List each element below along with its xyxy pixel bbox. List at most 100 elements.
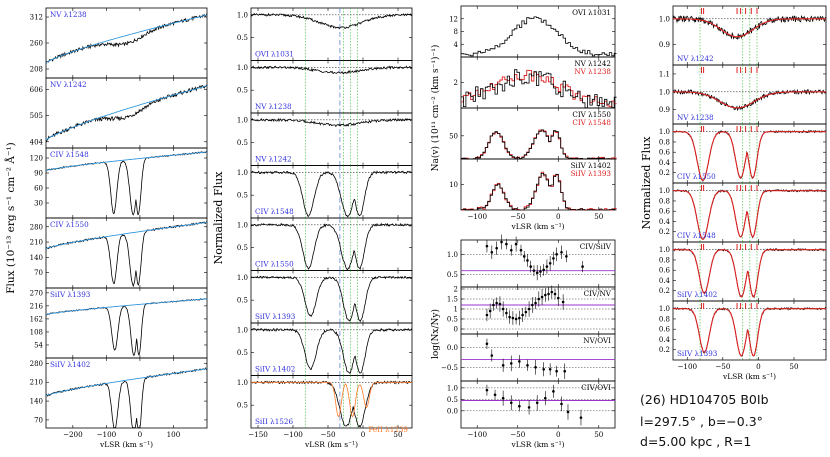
x-tick-label: 100 xyxy=(167,430,181,439)
fit-model xyxy=(673,249,826,298)
y-tick-label: 0.5 xyxy=(447,396,458,404)
panel-label: CIV/SiIV xyxy=(580,242,612,251)
panel-label-secondary: FeII λ1239 xyxy=(368,425,408,434)
y-tick-label: 505 xyxy=(30,112,43,120)
y-tick-label: 140 xyxy=(30,254,43,262)
normflux-panel-0: 0.5 1.0 OVI λ1031 xyxy=(237,7,413,61)
ratio-point xyxy=(547,292,550,296)
y-tick-label: 0.5 xyxy=(237,244,248,252)
x-tick-label: 0 xyxy=(556,212,561,221)
y-tick-label: 270 xyxy=(30,289,43,297)
continuum-fit xyxy=(45,221,208,250)
y-tick-label: 1.0 xyxy=(659,305,670,313)
y-tick-label: 1.0 xyxy=(237,64,248,72)
object-distance: d=5.00 kpc , R=1 xyxy=(640,434,752,449)
y-tick-label: 8 xyxy=(454,28,458,36)
flux-spectrum xyxy=(45,221,208,288)
panel-label: NV/OVI xyxy=(583,336,611,345)
x-tick-label: −50 xyxy=(320,430,336,439)
panel-label: SiIV λ1393 xyxy=(255,312,296,321)
ratio-point xyxy=(526,364,529,367)
x-tick-label: −200 xyxy=(63,430,83,439)
na-profile xyxy=(461,69,617,109)
continuum-fit xyxy=(45,298,207,316)
ratio-point xyxy=(543,396,547,400)
y-tick-label: 0.5 xyxy=(237,87,248,95)
panel-label: CIV λ1548 xyxy=(677,231,716,240)
ratio-point xyxy=(527,406,531,409)
ratio-point xyxy=(511,316,515,320)
y-tick-label: 0.5 xyxy=(237,139,248,147)
x-tick-label: 50 xyxy=(393,430,403,439)
y-tick-label: 1.0 xyxy=(237,116,248,124)
y-tick-label: 2 xyxy=(454,79,458,87)
y-tick-label: 216 xyxy=(30,302,44,310)
ratio-point xyxy=(537,297,541,301)
ratio-point xyxy=(542,367,545,371)
ratios-panel-1: 0 0.5 1 1.5 2 CIV/NV xyxy=(447,286,616,335)
normflux-column: 0.5 1.0 OVI λ1031 0.5 1.0 NV λ1238 0.5 1.0 NV λ1… xyxy=(212,7,413,449)
y-tick-label: 208 xyxy=(30,66,43,74)
y-tick-label: 162 xyxy=(30,315,43,323)
panel-label: NV λ1242 xyxy=(677,54,714,63)
normflux-panel-6: 0.5 1.0 SiIV λ1402 xyxy=(237,322,413,376)
object-name: (26) HD104705 B0Ib xyxy=(640,392,769,407)
y-axis-label: log(Nx/Ny) xyxy=(430,309,441,359)
y-tick-label: 10 xyxy=(449,181,458,189)
ratio-point xyxy=(514,317,518,321)
ratio-point xyxy=(543,293,547,297)
panel-label: CIV λ1548 xyxy=(255,207,294,216)
x-tick-label: −100 xyxy=(467,212,487,221)
panel-label: SiIV λ1402 xyxy=(677,290,717,299)
ratio-point xyxy=(539,270,542,273)
y-tick-label: 0.0 xyxy=(447,407,458,415)
normalized-spectrum xyxy=(250,65,413,75)
normflux-panel-4: 0.5 1.0 CIV λ1550 xyxy=(237,217,413,271)
normflux-panel-5: 0.5 1.0 SiIV λ1393 xyxy=(237,270,413,324)
ratio-point xyxy=(534,301,537,305)
ratios-panel-3: 0.0 0.5 1.0 CIV/OVI xyxy=(447,380,616,429)
y-tick-label: 280 xyxy=(30,360,43,368)
ratio-point xyxy=(509,248,513,252)
y-tick-label: 0.4 xyxy=(659,218,671,226)
x-tick-label: −100 xyxy=(283,430,303,439)
panel-label: CIV λ1550 xyxy=(677,172,716,181)
ratio-point xyxy=(531,303,534,307)
na-profile-secondary xyxy=(461,129,617,160)
flux-panel-0: 208 260 312 NV λ1238 xyxy=(30,7,208,79)
ratio-point xyxy=(501,364,505,367)
flux-panel-2: 30 60 90 120 CIV λ1548 xyxy=(30,147,208,219)
ratio-point xyxy=(581,265,584,268)
y-tick-label: 1 xyxy=(454,306,458,314)
y-tick-label: 60 xyxy=(34,185,43,193)
fits-column: 0.9 1.0 NV λ1242 0.9 1.0 1.1 NV λ1238 0.2 0.4 0.6… xyxy=(640,5,827,381)
ratio-point xyxy=(542,268,545,272)
y-tick-label: −0.5 xyxy=(441,364,458,372)
ratio-point xyxy=(535,401,539,405)
object-coords: l=297.5° , b=−0.3° xyxy=(640,414,763,429)
fits-panel-1: 0.9 1.0 1.1 NV λ1238 xyxy=(659,64,827,125)
ratio-point xyxy=(485,388,489,392)
ratio-point xyxy=(505,242,508,246)
panel-frame xyxy=(250,375,413,429)
flux-panel-1: 404 505 606 NV λ1242 xyxy=(30,77,208,149)
y-tick-label: 90 xyxy=(34,170,43,178)
ratio-point xyxy=(500,240,503,244)
normalized-spectrum xyxy=(250,327,413,374)
ratio-point xyxy=(522,255,526,258)
x-tick-label: −100 xyxy=(97,430,117,439)
ratio-point xyxy=(514,242,518,246)
x-tick-label: 50 xyxy=(594,212,604,221)
flux-spectrum xyxy=(45,150,208,216)
y-tick-label: 1.0 xyxy=(659,246,670,254)
x-tick-label: 50 xyxy=(594,430,604,439)
y-tick-label: 0.2 xyxy=(659,287,670,295)
x-axis-label: vLSR (km s⁻¹) xyxy=(722,372,776,381)
y-tick-label: 1.5 xyxy=(447,296,458,304)
panel-label-secondary: CIV λ1548 xyxy=(572,118,611,127)
ratio-point xyxy=(518,316,521,320)
ratio-point xyxy=(561,300,565,304)
panel-label: CIV/OVI xyxy=(581,383,611,392)
y-tick-label: 54 xyxy=(34,341,43,349)
